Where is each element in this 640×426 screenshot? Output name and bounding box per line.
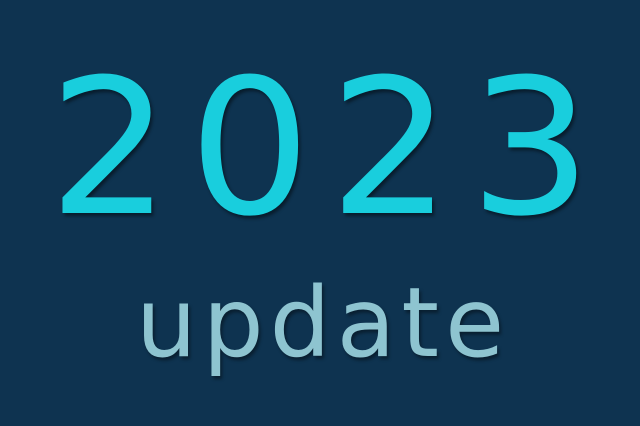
update-label: update: [135, 267, 511, 379]
year-heading: 2023: [48, 39, 610, 258]
